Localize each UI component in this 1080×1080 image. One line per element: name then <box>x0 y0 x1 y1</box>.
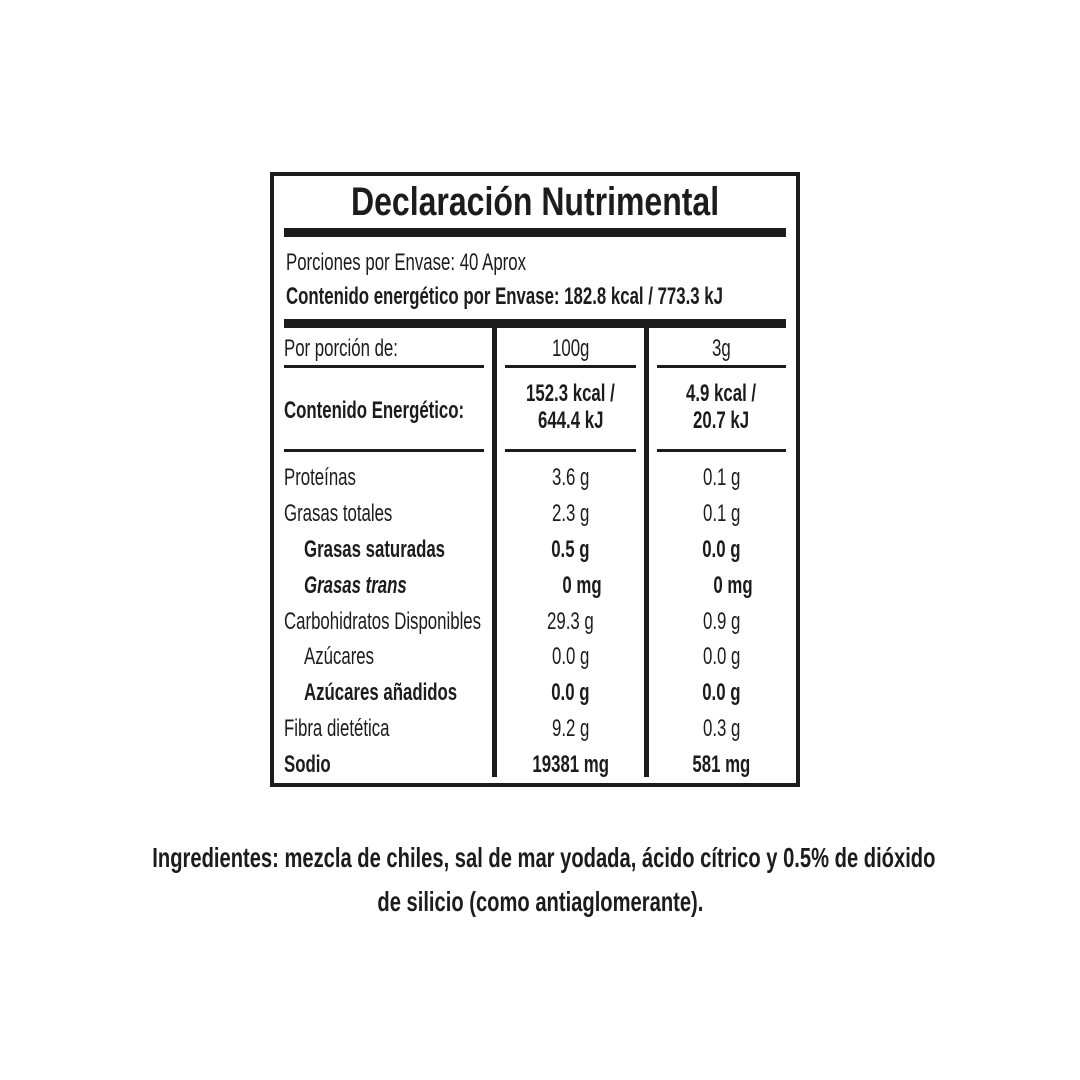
column-header-row: Por porción de: 100g 3g <box>274 328 796 369</box>
package-info-box: Porciones por Envase: 40 Aprox Contenido… <box>274 237 796 319</box>
nutrient-rows: Proteínas 3.6 g 0.1 g Grasas totales 2.3… <box>274 453 796 783</box>
header-underline <box>505 365 636 368</box>
nutrient-value-3g: 581 mg <box>692 751 751 779</box>
energy-row-label: Contenido Energético: <box>274 369 492 453</box>
column-header-100g: 100g <box>497 328 644 369</box>
nutrient-value-3g: 0.3 g <box>702 715 741 743</box>
ingredients-line: Ingredientes: mezcla de chiles, sal de m… <box>152 842 936 873</box>
nutrient-value-100g: 0 mg <box>562 571 603 599</box>
table-title-box: Declaración Nutrimental <box>274 176 796 228</box>
nutrient-row: Fibra dietética 9.2 g 0.3 g <box>274 711 796 747</box>
ingredients-line: de silicio (como antiaglomerante). <box>376 886 703 917</box>
table-title: Declaración Nutrimental <box>350 179 720 224</box>
nutrient-row: Carbohidratos Disponibles 29.3 g 0.9 g <box>274 604 796 640</box>
servings-line: Porciones por Envase: 40 Aprox <box>286 249 527 276</box>
nutrient-value-100g: 3.6 g <box>551 463 590 491</box>
table-grid: Por porción de: 100g 3g Contenido Energé… <box>274 328 796 783</box>
nutrient-row: Azúcares 0.0 g 0.0 g <box>274 639 796 675</box>
nutrient-value-3g: 0 mg <box>713 571 754 599</box>
nutrient-value-100g: 0.5 g <box>551 535 590 563</box>
energy-row: Contenido Energético: 152.3 kcal / 644.4… <box>274 369 796 453</box>
package-energy-line: Contenido energético por Envase: 182.8 k… <box>286 283 723 310</box>
header-underline <box>284 365 484 368</box>
header-underline <box>657 365 786 368</box>
nutrient-name: Azúcares añadidos <box>304 679 458 707</box>
nutrient-value-100g: 19381 mg <box>532 751 609 779</box>
nutrient-name: Grasas trans <box>304 571 407 599</box>
energy-underline <box>657 449 786 452</box>
nutrient-row: Proteínas 3.6 g 0.1 g <box>274 460 796 496</box>
nutrient-value-3g: 0.0 g <box>702 679 741 707</box>
nutrient-name: Azúcares <box>304 643 375 671</box>
nutrient-value-100g: 2.3 g <box>551 499 590 527</box>
nutrient-row: Grasas trans 0 mg 0 mg <box>274 568 796 604</box>
nutrient-row: Sodio 19381 mg 581 mg <box>274 747 796 783</box>
nutrient-name: Sodio <box>284 751 331 779</box>
energy-underline <box>284 449 484 452</box>
nutrient-value-3g: 0.9 g <box>702 607 741 635</box>
nutrient-value-3g: 0.0 g <box>702 535 741 563</box>
energy-underline <box>505 449 636 452</box>
nutrient-value-3g: 0.1 g <box>702 463 741 491</box>
nutrient-name: Grasas saturadas <box>304 535 446 563</box>
nutrient-name: Carbohidratos Disponibles <box>284 607 482 635</box>
nutrient-name: Grasas totales <box>284 499 393 527</box>
column-divider-line <box>492 328 497 777</box>
nutrient-value-100g: 0.0 g <box>551 643 590 671</box>
nutrient-name: Fibra dietética <box>284 715 390 743</box>
column-divider-line <box>644 328 649 777</box>
nutrient-name: Proteínas <box>284 463 356 491</box>
energy-value-100g: 152.3 kcal / 644.4 kJ <box>497 369 644 453</box>
column-header-label: Por porción de: <box>274 328 492 369</box>
nutrient-row: Grasas saturadas 0.5 g 0.0 g <box>274 532 796 568</box>
nutrient-row: Azúcares añadidos 0.0 g 0.0 g <box>274 675 796 711</box>
title-divider-bar <box>284 228 786 237</box>
column-header-3g: 3g <box>649 328 794 369</box>
section-divider-bar <box>284 319 786 328</box>
nutrition-table: Declaración Nutrimental Porciones por En… <box>270 172 800 787</box>
energy-value-3g: 4.9 kcal / 20.7 kJ <box>649 369 794 453</box>
ingredients-text: Ingredientes: mezcla de chiles, sal de m… <box>0 836 1080 924</box>
nutrient-row: Grasas totales 2.3 g 0.1 g <box>274 496 796 532</box>
nutrient-value-100g: 0.0 g <box>551 679 590 707</box>
nutrient-value-3g: 0.1 g <box>702 499 741 527</box>
nutrient-value-3g: 0.0 g <box>702 643 741 671</box>
nutrient-value-100g: 9.2 g <box>551 715 590 743</box>
nutrient-value-100g: 29.3 g <box>547 607 594 635</box>
